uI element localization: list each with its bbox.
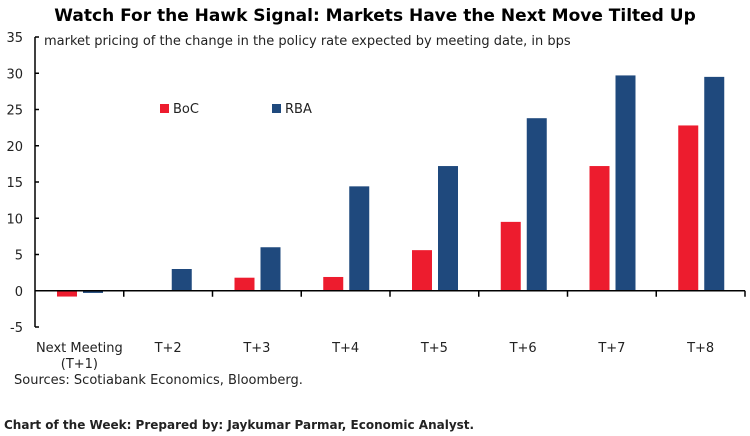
y-tick-label: -5 [10,321,23,336]
legend-swatch-boc [160,104,169,113]
legend-swatch-rba [272,104,281,113]
bar-boc [678,125,699,291]
y-tick-label: 20 [6,140,23,155]
x-tick-label: T+7 [597,341,625,356]
bar-rba [526,118,547,291]
x-tick-label: T+2 [154,341,182,356]
bar-rba [704,76,725,291]
y-tick-label: 5 [15,249,23,264]
chart-title: Watch For the Hawk Signal: Markets Have … [54,6,696,26]
y-tick-label: 25 [6,104,23,119]
bar-rba [349,186,370,291]
y-tick-label: 0 [15,285,23,300]
x-tick-label: T+5 [420,341,448,356]
x-tick-label: Next Meeting [36,341,123,356]
bar-boc [412,250,432,291]
x-tick-label: (T+1) [61,357,98,372]
bar-rba [171,269,192,291]
bar-rba [83,290,103,293]
legend-label-rba: RBA [285,102,312,117]
bar-boc [500,221,521,291]
bar-boc [57,290,77,297]
bar-boc [234,277,255,291]
source-note: Sources: Scotiabank Economics, Bloomberg… [14,373,303,388]
x-tick-label: T+8 [686,341,714,356]
footer-credit: Chart of the Week: Prepared by: Jaykumar… [4,418,475,432]
y-tick-label: 15 [6,176,23,191]
x-tick-label: T+3 [242,341,270,356]
y-tick-label: 30 [6,67,23,82]
bar-rba [260,247,281,291]
y-tick-label: 35 [6,31,23,46]
chart-subtitle: market pricing of the change in the poli… [44,34,571,49]
x-tick-label: T+6 [509,341,537,356]
bar-rba [615,75,636,291]
bar-rba [438,166,458,291]
legend-label-boc: BoC [173,102,199,117]
bar-boc [323,276,344,291]
y-tick-label: 10 [6,212,23,227]
x-tick-label: T+4 [331,341,359,356]
bar-boc [589,166,610,291]
